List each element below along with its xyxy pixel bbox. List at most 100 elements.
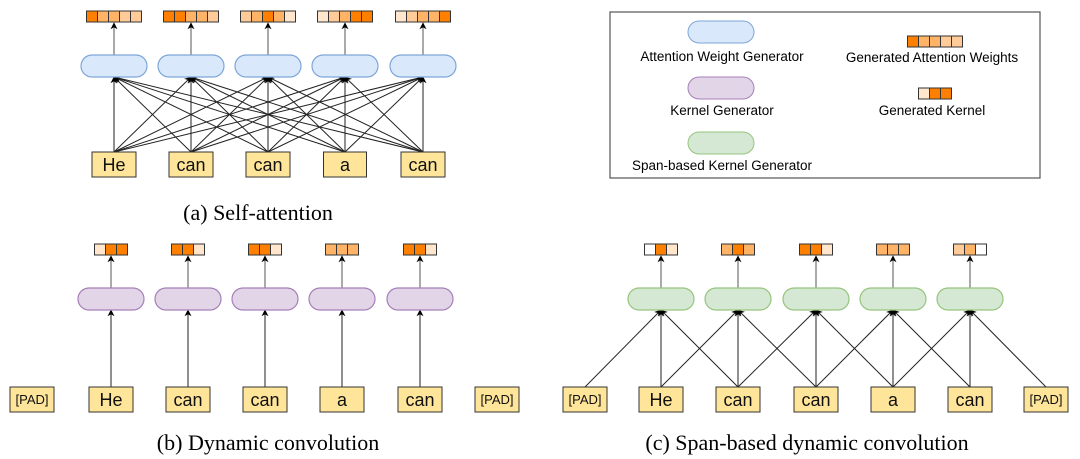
span-edge xyxy=(969,309,1047,388)
weight-cell xyxy=(130,10,142,23)
weight-cell xyxy=(428,10,440,23)
weight-cell xyxy=(182,243,194,256)
token-box: can xyxy=(397,386,443,413)
token-label: [PAD] xyxy=(481,392,514,407)
token-box: [PAD] xyxy=(9,386,55,413)
attention-edge xyxy=(267,76,424,153)
token-rect xyxy=(88,386,134,413)
token-box: a xyxy=(323,151,367,178)
weight-cell xyxy=(898,243,910,256)
token-label: can xyxy=(176,155,205,175)
weight-cell xyxy=(339,10,351,23)
weight-cell xyxy=(799,243,811,256)
kernel-bar xyxy=(94,243,128,256)
token-box: [PAD] xyxy=(1023,386,1069,413)
token-label: He xyxy=(649,390,672,410)
kernel-generator xyxy=(308,287,376,311)
span-edge xyxy=(660,309,739,388)
attention-weight-generator xyxy=(389,54,457,78)
caption-b: (b) Dynamic convolution xyxy=(157,430,379,455)
attention-weights-bar xyxy=(395,10,451,23)
weight-cell xyxy=(953,243,965,256)
kernel-generator xyxy=(77,287,145,311)
token-rect xyxy=(870,386,916,413)
span-based-kernel-generator xyxy=(782,287,850,311)
attention-edge xyxy=(190,75,424,153)
kernel-generator xyxy=(386,287,454,311)
token-box: a xyxy=(319,386,365,413)
legend-attention-generator-swatch xyxy=(687,20,755,44)
token-label: [PAD] xyxy=(1030,392,1063,407)
weight-cell xyxy=(951,35,963,48)
legend-attention-weights-swatch xyxy=(907,35,963,48)
weight-cell xyxy=(116,243,128,256)
token-rect xyxy=(947,386,993,413)
attention-weights-bar xyxy=(86,10,142,23)
token-label: can xyxy=(801,390,830,410)
legend-attention-generator-label: Attention Weight Generator xyxy=(640,49,804,64)
legend-attention-weights-label: Generated Attention Weights xyxy=(846,50,1019,65)
token-label: He xyxy=(99,390,122,410)
token-rect xyxy=(319,386,365,413)
span-edge xyxy=(584,309,662,388)
span-edge xyxy=(815,309,894,388)
span-kernel-bar xyxy=(644,243,678,256)
weight-cell xyxy=(273,10,285,23)
attention-weight-generator xyxy=(311,54,379,78)
token-label: [PAD] xyxy=(16,392,49,407)
legend-kernel-label: Generated Kernel xyxy=(879,103,986,118)
weight-cell xyxy=(821,243,833,256)
token-label: [PAD] xyxy=(569,392,602,407)
weight-cell xyxy=(259,243,271,256)
kernel-bar xyxy=(325,243,359,256)
token-label: can xyxy=(405,390,434,410)
nodes: He can can a can [PAD] He can can a can [PAD] [PAD] H… xyxy=(9,10,1069,413)
weight-cell xyxy=(721,243,733,256)
weight-cell xyxy=(171,243,183,256)
span-kernel-bar xyxy=(799,243,833,256)
token-label: can xyxy=(253,155,282,175)
weight-cell xyxy=(336,243,348,256)
kernel-generator xyxy=(154,287,222,311)
legend-kernel-generator-swatch xyxy=(687,76,755,100)
weight-cell xyxy=(929,87,941,100)
token-box: can xyxy=(165,386,211,413)
weight-cell xyxy=(975,243,987,256)
weight-cell xyxy=(743,243,755,256)
legend-attention-weights-bar xyxy=(907,35,963,48)
legend-kernel-generator-label: Kernel Generator xyxy=(670,103,774,118)
token-box: [PAD] xyxy=(474,386,520,413)
weight-cell xyxy=(655,243,667,256)
attention-weights-bar xyxy=(163,10,219,23)
weight-cell xyxy=(666,243,678,256)
token-rect xyxy=(165,386,211,413)
weight-cell xyxy=(196,10,208,23)
token-box: can xyxy=(168,151,214,178)
token-label: a xyxy=(340,155,351,175)
attention-edge xyxy=(113,75,424,153)
weight-cell xyxy=(94,243,106,256)
attention-edge xyxy=(113,75,346,153)
weight-cell xyxy=(108,10,120,23)
span-based-kernel-generator xyxy=(704,287,772,311)
edges xyxy=(107,22,1047,388)
token-label: He xyxy=(102,155,125,175)
weight-cell xyxy=(185,10,197,23)
weight-cell xyxy=(248,243,260,256)
token-box: He xyxy=(91,151,137,178)
weight-cell xyxy=(347,243,359,256)
weight-cell xyxy=(918,87,930,100)
weight-cell xyxy=(940,35,952,48)
span-kernel-bar xyxy=(721,243,755,256)
span-based-kernel-generator xyxy=(859,287,927,311)
weight-cell xyxy=(361,10,373,23)
token-rect xyxy=(474,386,520,413)
token-rect xyxy=(638,386,684,413)
attention-weight-generator xyxy=(80,54,148,78)
token-box: He xyxy=(638,386,684,413)
token-rect xyxy=(1023,386,1069,413)
weight-cell xyxy=(325,243,337,256)
token-label: can xyxy=(173,390,202,410)
legend-kernel-swatch xyxy=(918,87,952,100)
